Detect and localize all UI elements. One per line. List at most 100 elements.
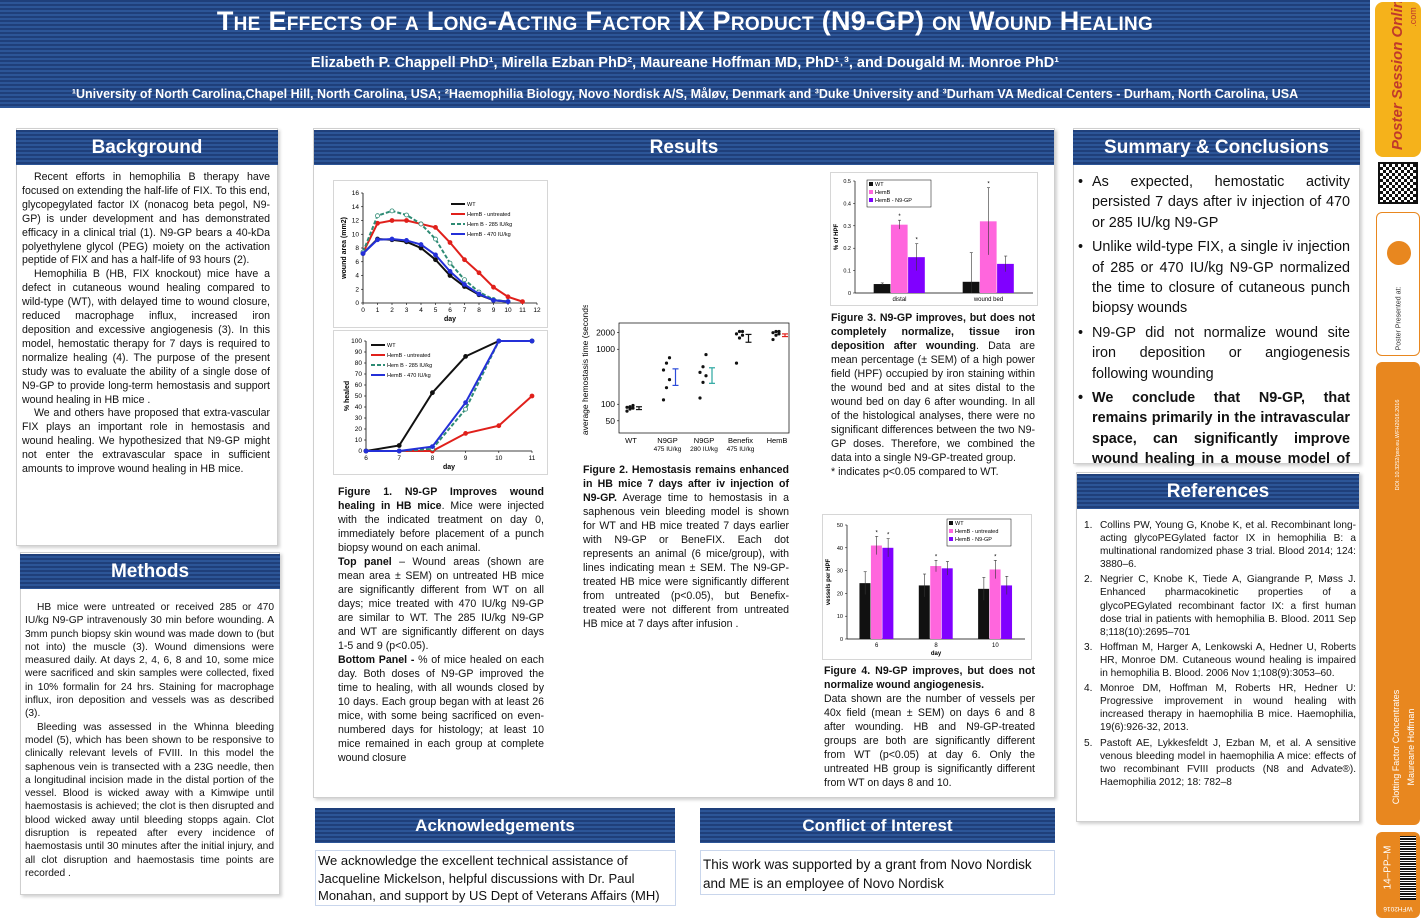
pso-logo[interactable]: Poster Session Online .com xyxy=(1375,2,1421,157)
methods-panel xyxy=(20,552,280,895)
data-point xyxy=(447,273,453,278)
poster-header: The Effects of a Long-Acting Factor IX P… xyxy=(0,0,1370,108)
y-tick-label: 0 xyxy=(840,637,843,643)
iron-deposition-chart: 0 0.1 0.2 0.3 0.4 0.5 % of HPF * * distal * wound b… xyxy=(834,179,1033,303)
y-tick-label: 50 xyxy=(355,393,363,400)
poster-title: The Effects of a Long-Acting Factor IX P… xyxy=(216,6,1154,36)
y-axis-label: wound area (mm2) xyxy=(341,217,348,280)
category-label: 6 xyxy=(875,643,879,649)
data-point xyxy=(628,405,632,409)
data-point xyxy=(505,294,511,300)
figure2-caption: Figure 2. Hemostasis remains enhanced in… xyxy=(583,463,789,631)
data-point xyxy=(667,378,672,382)
results-heading: Results xyxy=(314,130,1054,165)
x-tick-label: 0 xyxy=(361,307,365,314)
figure4-frame: 0 10 20 30 40 50 vessels per HPF * * 6 * 8 * 10 day WT H… xyxy=(822,514,1032,660)
data-point xyxy=(418,242,424,247)
category-label: 280 IU/kg xyxy=(690,446,718,453)
y-tick-label: 20 xyxy=(355,426,363,433)
legend-label: HemB xyxy=(875,190,891,196)
legend-swatch xyxy=(869,190,873,194)
data-point xyxy=(734,361,739,365)
x-tick-label: 5 xyxy=(434,307,438,314)
figure3-footnote: * indicates p<0.05 compared to WT. xyxy=(831,466,999,478)
qr-code-icon[interactable] xyxy=(1378,162,1418,204)
acknowledgements-box xyxy=(315,850,676,906)
legend-label: HemB - untreated xyxy=(467,212,510,218)
bar xyxy=(859,583,871,639)
legend-swatch xyxy=(869,182,873,186)
data-point xyxy=(774,329,778,334)
pso-logo-text: Poster Session Online xyxy=(1389,2,1406,150)
congress-logo-icon xyxy=(1387,241,1411,265)
bar xyxy=(978,588,990,639)
x-tick-label: 7 xyxy=(397,455,401,462)
data-point xyxy=(529,393,535,399)
x-tick-label: 9 xyxy=(464,455,468,462)
y-tick-label: 80 xyxy=(355,360,363,367)
data-point xyxy=(430,444,435,449)
y-tick-label: 14 xyxy=(352,204,360,211)
data-point xyxy=(447,240,453,245)
data-point xyxy=(704,352,708,357)
data-point xyxy=(664,361,669,365)
reference-item: 5. Pastoft AE, Lykkesfeldt J, Ezban M, et… xyxy=(1084,737,1356,788)
x-tick-label: 9 xyxy=(492,307,496,314)
methods-text: HB mice were untreated or received 285 o… xyxy=(25,601,274,880)
y-tick-label: 6 xyxy=(355,259,359,266)
presented-at-label: Poster Presented at: xyxy=(1395,286,1403,351)
background-paragraph: Recent efforts in hemophilia B therapy h… xyxy=(22,171,270,267)
data-point xyxy=(505,299,511,305)
bar xyxy=(908,257,925,293)
data-point xyxy=(360,251,366,256)
y-tick-label: 100 xyxy=(601,399,615,409)
summary-item: • As expected, hemostatic activity persis… xyxy=(1078,174,1350,231)
data-point xyxy=(631,403,635,408)
y-tick-label: 30 xyxy=(355,415,363,422)
data-point xyxy=(447,268,453,274)
figure3-frame: 0 0.1 0.2 0.3 0.4 0.5 % of HPF * * distal * wound b… xyxy=(830,172,1038,306)
y-tick-label: 30 xyxy=(837,569,843,575)
percent-healed-chart: 0 10 20 30 40 50 60 70 80 90 100 6 7 8 9 10 11 day % heale… xyxy=(344,338,536,471)
x-tick-label: 3 xyxy=(405,307,409,314)
legend-swatch xyxy=(949,529,953,533)
x-tick-label: 11 xyxy=(529,455,536,462)
y-tick-label: 16 xyxy=(352,190,360,197)
figure2-caption-title: Figure 2. Hemostasis remains enhanced in… xyxy=(583,464,789,504)
data-point xyxy=(396,448,402,454)
legend-label: HemB - N9-GP xyxy=(955,537,992,543)
y-tick-label: 70 xyxy=(355,371,363,378)
footer-label: WFH2016 xyxy=(1383,905,1413,912)
bar xyxy=(870,545,882,639)
data-point xyxy=(404,218,409,223)
y-tick-label: 60 xyxy=(355,382,363,389)
legend-swatch xyxy=(949,537,953,541)
data-point xyxy=(476,291,482,297)
data-point xyxy=(740,329,745,334)
acknowledgements-text: We acknowledge the excellent technical a… xyxy=(318,853,660,903)
legend-label: HemB - 470 IU/kg xyxy=(467,232,511,238)
legend-label: Hem B - 285 IU/kg xyxy=(387,363,432,369)
data-point xyxy=(529,338,535,344)
data-point xyxy=(701,365,705,369)
y-tick-label: 0 xyxy=(358,448,362,455)
category-label: distal xyxy=(892,297,906,303)
legend-swatch xyxy=(949,521,953,525)
y-tick-label: 40 xyxy=(837,546,843,552)
x-tick-label: 10 xyxy=(504,307,512,314)
legend-label: WT xyxy=(955,521,964,527)
x-tick-label: 1 xyxy=(376,307,380,314)
figure1-top-text: – Wound areas (shown are mean area ± SEM… xyxy=(338,556,544,652)
data-point xyxy=(661,368,666,372)
y-tick-label: 0.3 xyxy=(843,224,851,230)
figure1-bottom-text: % of mice healed on each day. Both doses… xyxy=(338,654,544,764)
legend-label: WT xyxy=(387,343,396,349)
bar xyxy=(882,547,894,639)
bar xyxy=(941,568,953,639)
data-point xyxy=(396,443,402,448)
x-axis-label: day xyxy=(443,464,455,471)
data-point xyxy=(491,297,496,303)
y-tick-label: 40 xyxy=(355,404,363,411)
background-panel xyxy=(16,128,278,546)
summary-item: • N9-GP did not normalize wound site iron… xyxy=(1078,324,1350,382)
